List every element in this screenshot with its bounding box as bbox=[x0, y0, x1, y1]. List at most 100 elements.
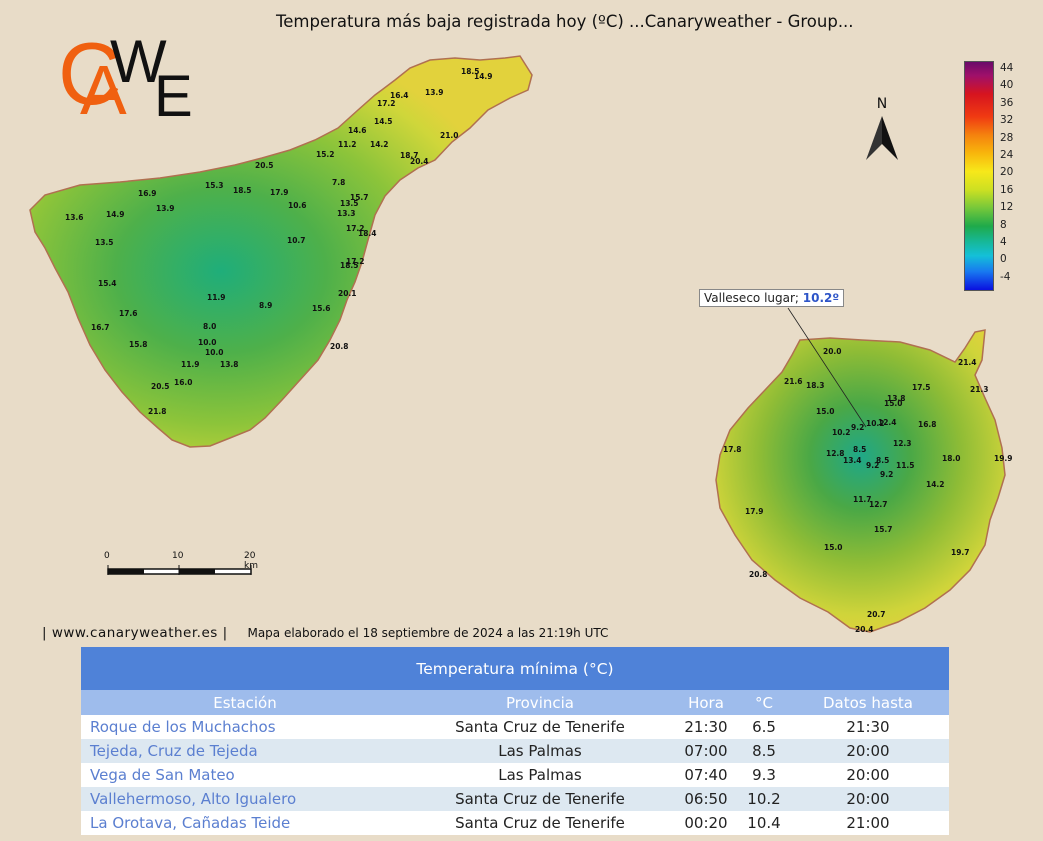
north-arrow-icon bbox=[866, 116, 898, 160]
station-temp-label: 20.8 bbox=[749, 570, 768, 579]
temp-cell: 9.3 bbox=[752, 766, 776, 784]
province-cell: Las Palmas bbox=[409, 739, 671, 763]
station-temp-label: 12.3 bbox=[893, 439, 912, 448]
legend-tick: -4 bbox=[1000, 270, 1011, 283]
station-temp-label: 17.5 bbox=[912, 383, 931, 392]
station-temp-label: 18.5 bbox=[461, 67, 480, 76]
station-temp-label: 10.0 bbox=[198, 338, 217, 347]
station-link[interactable]: Tejeda, Cruz de Tejeda bbox=[81, 739, 409, 763]
station-temp-label: 11.5 bbox=[896, 461, 915, 470]
station-temp-label: 8.5 bbox=[876, 456, 889, 465]
canaryweather-logo: C A W E bbox=[58, 24, 193, 120]
col-estacion: Estación bbox=[81, 690, 409, 715]
legend-tick: 12 bbox=[1000, 201, 1014, 214]
station-temp-label: 14.6 bbox=[348, 126, 367, 135]
station-temp-label: 15.4 bbox=[98, 279, 117, 288]
station-temp-label: 16.8 bbox=[918, 420, 937, 429]
table-header-row: Estación Provincia Hora °C Datos hasta bbox=[81, 690, 949, 715]
station-temp-label: 15.0 bbox=[824, 543, 843, 552]
station-temp-label: 20.4 bbox=[855, 625, 874, 634]
legend-tick: 4 bbox=[1000, 236, 1007, 248]
data-until-cell: 20:00 bbox=[846, 766, 890, 784]
station-temp-label: 20.5 bbox=[255, 161, 274, 170]
station-temp-label: 14.2 bbox=[370, 140, 389, 149]
station-temp-label: 9.2 bbox=[851, 423, 864, 432]
station-temp-label: 16.7 bbox=[91, 323, 110, 332]
station-temp-label: 18.3 bbox=[806, 381, 825, 390]
station-temp-label: 11.9 bbox=[207, 293, 226, 302]
station-temp-label: 14.9 bbox=[474, 72, 493, 81]
col-hora: Hora bbox=[671, 690, 741, 715]
legend-tick: 20 bbox=[1000, 166, 1014, 179]
station-temp-label: 17.2 bbox=[346, 224, 365, 233]
province-cell: Santa Cruz de Tenerife bbox=[455, 814, 625, 832]
data-until-cell: 20:00 bbox=[787, 739, 949, 763]
hour-cell: 07:40 bbox=[684, 766, 728, 784]
callout-station: Valleseco lugar; bbox=[704, 291, 803, 305]
station-temp-label: 10.2 bbox=[832, 428, 851, 437]
station-temp-label: 14.5 bbox=[374, 117, 393, 126]
station-temp-label: 14.9 bbox=[106, 210, 125, 219]
station-temp-label: 13.6 bbox=[65, 213, 84, 222]
station-temp-label: 20.5 bbox=[151, 382, 170, 391]
station-link[interactable]: Roque de los Muchachos bbox=[90, 718, 276, 736]
station-temp-label: 12.7 bbox=[869, 500, 888, 509]
station-temp-label: 10.2 bbox=[866, 419, 885, 428]
data-until-cell: 21:30 bbox=[846, 718, 890, 736]
hour-cell: 06:50 bbox=[671, 787, 741, 811]
table-row: Vega de San Mateo Las Palmas 07:40 9.3 20:00 bbox=[81, 763, 949, 787]
temp-cell: 10.4 bbox=[747, 814, 781, 832]
station-temp-label: 15.8 bbox=[129, 340, 148, 349]
footer-site[interactable]: | www.canaryweather.es | bbox=[42, 625, 228, 641]
callout-value: 10.2º bbox=[802, 291, 840, 305]
station-temp-label: 20.4 bbox=[410, 157, 429, 166]
station-temp-label: 17.8 bbox=[723, 445, 742, 454]
legend-tick: 0 bbox=[1000, 253, 1007, 266]
station-temp-label: 21.0 bbox=[440, 131, 459, 140]
station-temp-label: 8.9 bbox=[259, 301, 272, 310]
station-temp-label: 13.3 bbox=[337, 209, 356, 218]
station-link[interactable]: Vega de San Mateo bbox=[90, 766, 235, 784]
station-temp-label: 19.9 bbox=[994, 454, 1013, 463]
legend-tick: 40 bbox=[1000, 79, 1014, 92]
station-temp-label: 17.9 bbox=[745, 507, 764, 516]
station-temp-label: 15.7 bbox=[874, 525, 893, 534]
station-temp-label: 11.9 bbox=[181, 360, 200, 369]
temp-cell: 10.2 bbox=[741, 787, 787, 811]
station-temp-label: 16.0 bbox=[174, 378, 193, 387]
station-temp-label: 18.0 bbox=[942, 454, 961, 463]
data-until-cell: 20:00 bbox=[787, 787, 949, 811]
province-cell: Las Palmas bbox=[498, 766, 582, 784]
station-temp-label: 17.6 bbox=[119, 309, 138, 318]
station-temp-label: 18.5 bbox=[233, 186, 252, 195]
map-footer: | www.canaryweather.es | Mapa elaborado … bbox=[42, 625, 608, 641]
station-temp-label: 13.8 bbox=[220, 360, 239, 369]
station-link[interactable]: Vallehermoso, Alto Igualero bbox=[81, 787, 409, 811]
station-link[interactable]: La Orotava, Cañadas Teide bbox=[90, 814, 291, 832]
station-temp-label: 17.2 bbox=[346, 257, 365, 266]
logo-letter-c: C bbox=[58, 24, 122, 120]
station-temp-label: 10.7 bbox=[287, 236, 306, 245]
station-temp-label: 13.5 bbox=[340, 199, 359, 208]
station-temp-label: 21.3 bbox=[970, 385, 989, 394]
temp-cell: 8.5 bbox=[741, 739, 787, 763]
table-row: Vallehermoso, Alto Igualero Santa Cruz de… bbox=[81, 787, 949, 811]
station-temp-label: 9.2 bbox=[866, 461, 879, 470]
temp-cell: 6.5 bbox=[752, 718, 776, 736]
station-temp-label: 13.4 bbox=[843, 456, 862, 465]
station-temp-label: 15.3 bbox=[205, 181, 224, 190]
islands-map: 18.514.916.4 13.917.214.521.014.611.2 14.2… bbox=[29, 55, 1013, 634]
hour-cell: 21:30 bbox=[684, 718, 728, 736]
station-temp-label: 16.9 bbox=[138, 189, 157, 198]
scale-label-0: 0 bbox=[104, 551, 110, 561]
station-temp-label: 17.9 bbox=[270, 188, 289, 197]
station-temp-label: 7.8 bbox=[332, 178, 345, 187]
station-temp-label: 14.2 bbox=[926, 480, 945, 489]
station-temp-label: 20.1 bbox=[338, 289, 357, 298]
station-temp-label: 15.0 bbox=[816, 407, 835, 416]
logo-letter-a: A bbox=[80, 51, 127, 120]
station-temp-label: 21.4 bbox=[958, 358, 977, 367]
logo-letter-e: E bbox=[154, 64, 193, 120]
tenerife-island bbox=[29, 55, 533, 448]
col-datos-hasta: Datos hasta bbox=[787, 690, 949, 715]
